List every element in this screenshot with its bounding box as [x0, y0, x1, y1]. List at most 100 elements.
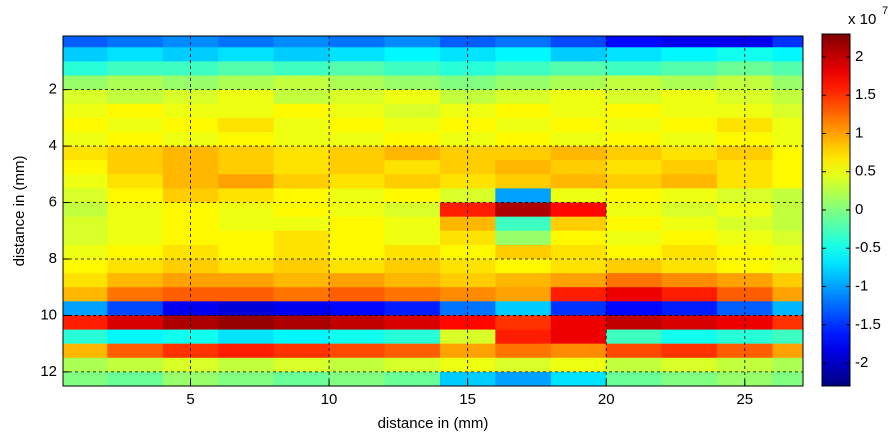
- heatmap-cell: [550, 103, 607, 119]
- heatmap-cell: [329, 343, 385, 359]
- heatmap-cell: [661, 258, 718, 274]
- heatmap-cell: [661, 287, 718, 302]
- heatmap-cell: [329, 174, 385, 189]
- heatmap-cell: [606, 131, 663, 147]
- plot-frame: [62, 35, 804, 387]
- heatmap-cell: [273, 117, 330, 133]
- heatmap-cell: [772, 315, 803, 331]
- heatmap-cell: [329, 131, 385, 147]
- heatmap-cell: [384, 146, 441, 161]
- heatmap-cell: [717, 103, 774, 119]
- heatmap-cell: [495, 315, 552, 331]
- heatmap-cell: [606, 258, 663, 274]
- heatmap-cell: [384, 371, 441, 386]
- heatmap-cell: [107, 343, 164, 359]
- heatmap-cell: [550, 188, 607, 204]
- heatmap-cell: [384, 329, 441, 345]
- heatmap-cell: [661, 47, 718, 62]
- heatmap-cell: [550, 244, 607, 260]
- y-tick-label: 12: [40, 363, 57, 380]
- heatmap-cell: [107, 273, 164, 288]
- heatmap-cell: [63, 329, 108, 345]
- heatmap-cell: [329, 244, 385, 260]
- heatmap-cell: [717, 230, 774, 246]
- heatmap-cell: [550, 61, 607, 77]
- heatmap-cell: [218, 174, 275, 189]
- heatmap-cell: [273, 146, 330, 161]
- heatmap-cell: [772, 117, 803, 133]
- heatmap-cell: [329, 301, 385, 316]
- heatmap-cell: [273, 174, 330, 189]
- heatmap-cell: [63, 160, 108, 175]
- heatmap-cell: [329, 315, 385, 331]
- heatmap-cell: [63, 89, 108, 105]
- heatmap-cell: [384, 89, 441, 105]
- x-tick-label: 5: [186, 391, 194, 408]
- heatmap-cell: [661, 89, 718, 105]
- heatmap-cell: [717, 273, 774, 288]
- heatmap-cell: [384, 36, 441, 48]
- heatmap-cell: [384, 287, 441, 302]
- heatmap-cell: [717, 160, 774, 175]
- heatmap-cell: [107, 301, 164, 316]
- heatmap-cell: [772, 357, 803, 373]
- colorbar-tick-label: -2: [855, 354, 868, 371]
- heatmap-cell: [384, 174, 441, 189]
- heatmap-cell: [495, 329, 552, 345]
- heatmap-cell: [439, 117, 496, 133]
- heatmap-cell: [772, 89, 803, 105]
- heatmap-cell: [661, 188, 718, 204]
- heatmap-cell: [218, 329, 275, 345]
- heatmap-cell: [772, 273, 803, 288]
- heatmap-cell: [107, 371, 164, 386]
- heatmap-cell: [107, 357, 164, 373]
- heatmap-cell: [495, 61, 552, 77]
- heatmap-cell: [162, 230, 219, 246]
- heatmap-cell: [384, 244, 441, 260]
- heatmap-cell: [273, 329, 330, 345]
- heatmap-cell: [439, 315, 496, 331]
- heatmap-cell: [63, 47, 108, 62]
- heatmap-cell: [384, 230, 441, 246]
- heatmap-cell: [439, 230, 496, 246]
- heatmap-cell: [495, 89, 552, 105]
- heatmap-cell: [606, 216, 663, 232]
- y-tick-label: 2: [49, 81, 57, 98]
- colorbar-tick-label: 2: [855, 48, 863, 65]
- heatmap-cell: [717, 146, 774, 161]
- heatmap-cell: [661, 371, 718, 386]
- heatmap-cell: [772, 174, 803, 189]
- colorbar-tick-label: 1: [855, 124, 863, 141]
- heatmap-cell: [329, 160, 385, 175]
- heatmap-cell: [606, 315, 663, 331]
- heatmap-cell: [218, 36, 275, 48]
- heatmap-cell: [63, 117, 108, 133]
- heatmap-cell: [661, 131, 718, 147]
- colorbar: [821, 33, 851, 387]
- heatmap-cell: [606, 329, 663, 345]
- heatmap-cell: [661, 244, 718, 260]
- heatmap-cell: [772, 47, 803, 62]
- heatmap-cell: [606, 61, 663, 77]
- heatmap-cell: [107, 146, 164, 161]
- heatmap-cell: [661, 357, 718, 373]
- heatmap-cell: [606, 230, 663, 246]
- heatmap-cell: [107, 103, 164, 119]
- heatmap-cell: [384, 258, 441, 274]
- heatmap-cell: [162, 315, 219, 331]
- heatmap-cell: [606, 146, 663, 161]
- heatmap-cell: [550, 273, 607, 288]
- heatmap-cell: [63, 103, 108, 119]
- heatmap-cell: [107, 61, 164, 77]
- heatmap-cell: [606, 202, 663, 218]
- heatmap-cell: [439, 103, 496, 119]
- heatmap-cell: [606, 357, 663, 373]
- heatmap-cell: [717, 117, 774, 133]
- heatmap-cell: [63, 174, 108, 189]
- heatmap-cell: [606, 103, 663, 119]
- heatmap-cell: [772, 216, 803, 232]
- heatmap-cell: [384, 61, 441, 77]
- heatmap-cell: [550, 216, 607, 232]
- x-tick-label: 25: [736, 391, 753, 408]
- heatmap-cell: [495, 371, 552, 386]
